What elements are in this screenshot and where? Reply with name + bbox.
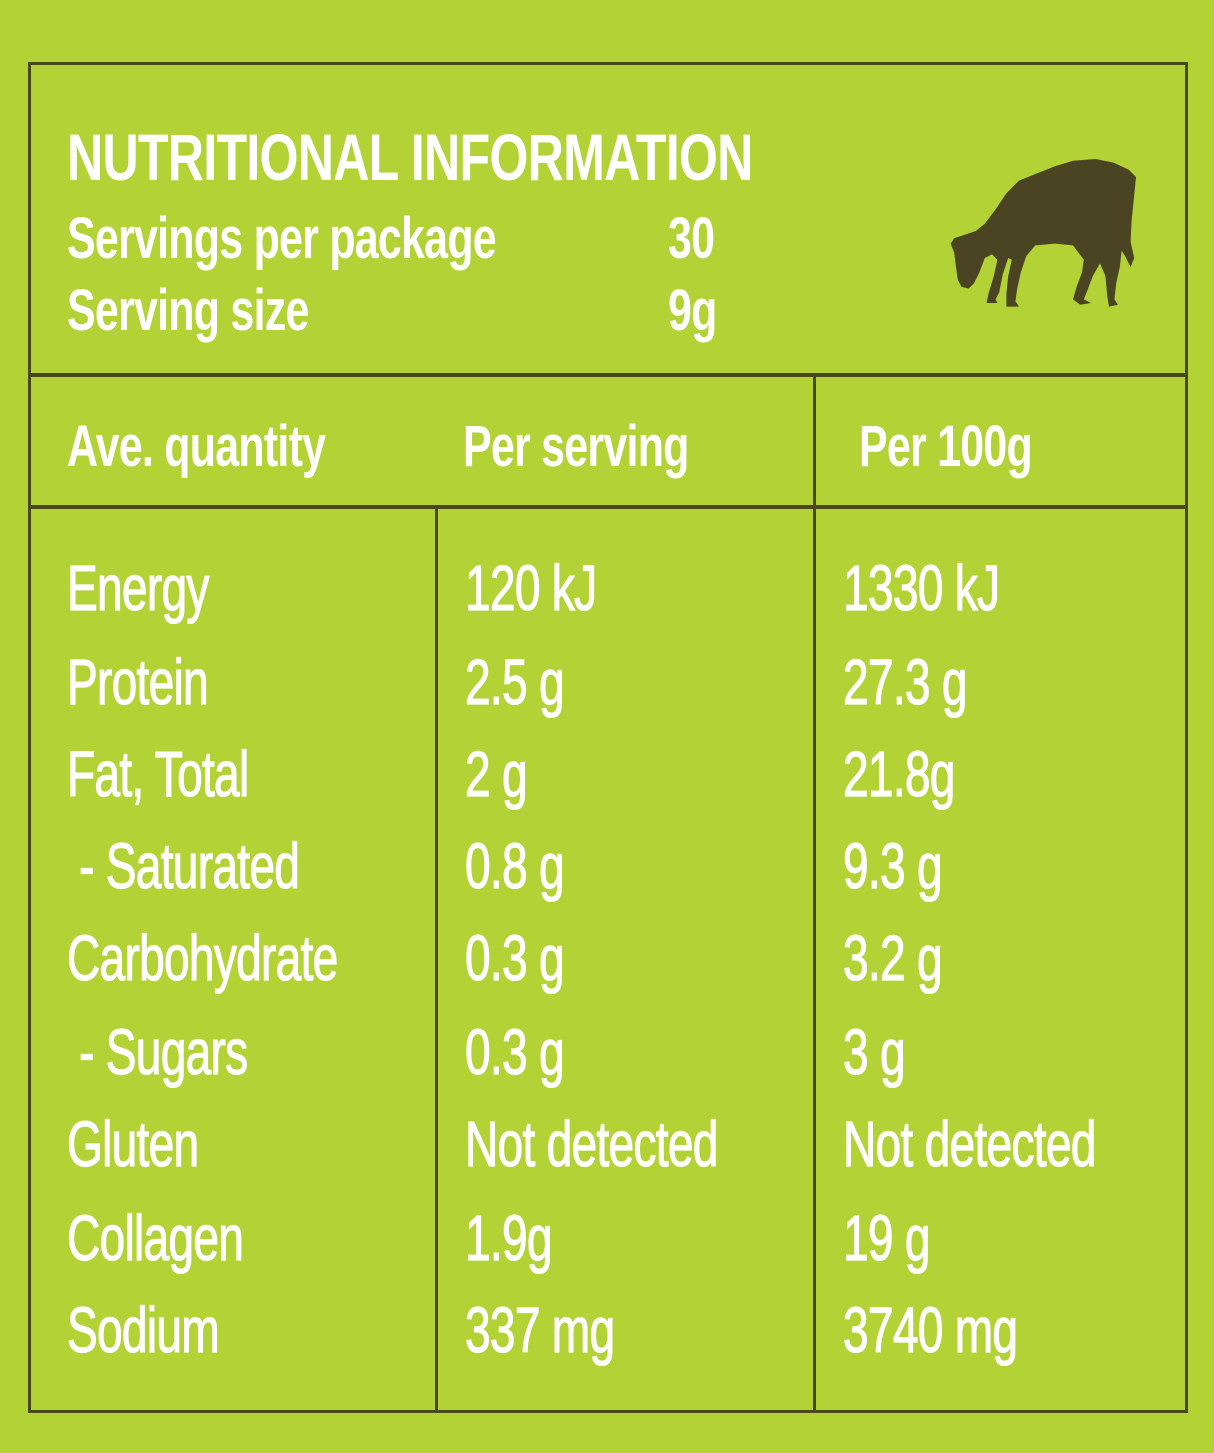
nutrient-name: - Sugars (67, 1015, 249, 1088)
nutrition-panel: NUTRITIONAL INFORMATION Servings per pac… (28, 62, 1188, 1413)
servings-per-package-value: 30 (668, 206, 715, 271)
servings-per-package-label: Servings per package (67, 206, 497, 271)
per-100g-value: Not detected (843, 1107, 1097, 1180)
per-serving-value: 2 g (465, 737, 528, 810)
per-100g-value: 3.2 g (843, 921, 943, 994)
per-100g-value: 9.3 g (843, 829, 943, 902)
per-serving-value: 2.5 g (465, 645, 565, 718)
nutrient-name: Energy (67, 551, 210, 624)
divider-title (31, 373, 1185, 377)
column-header-per-serving: Per serving (463, 414, 689, 479)
nutrient-name: Carbohydrate (67, 921, 339, 994)
nutrient-name: Gluten (67, 1107, 200, 1180)
per-serving-value: 0.3 g (465, 1015, 565, 1088)
per-100g-value: 3740 mg (843, 1293, 1019, 1366)
per-serving-value: Not detected (465, 1107, 719, 1180)
per-100g-value: 1330 kJ (843, 551, 1001, 624)
per-serving-value: 0.3 g (465, 921, 565, 994)
per-100g-value: 3 g (843, 1015, 906, 1088)
per-serving-value: 0.8 g (465, 829, 565, 902)
cow-icon (950, 159, 1136, 307)
column-header-quantity: Ave. quantity (67, 414, 326, 479)
serving-size-label: Serving size (67, 278, 309, 343)
nutrient-table: Energy 120 kJ 1330 kJ Protein 2.5 g 27.3… (31, 65, 1185, 1410)
per-serving-value: 337 mg (465, 1293, 616, 1366)
serving-size-value: 9g (668, 278, 717, 343)
nutrient-name: - Saturated (67, 829, 301, 902)
panel-title: NUTRITIONAL INFORMATION (67, 120, 753, 194)
column-divider-right (813, 375, 816, 1410)
nutrient-name: Collagen (67, 1201, 245, 1274)
per-100g-value: 27.3 g (843, 645, 968, 718)
per-serving-value: 120 kJ (465, 551, 598, 624)
column-header-per-100g: Per 100g (859, 414, 1033, 479)
per-serving-value: 1.9g (465, 1201, 553, 1274)
per-100g-value: 19 g (843, 1201, 931, 1274)
nutrient-name: Protein (67, 645, 210, 718)
nutrient-name: Sodium (67, 1293, 221, 1366)
column-divider-left (435, 507, 438, 1410)
per-100g-value: 21.8g (843, 737, 956, 810)
divider-header (31, 505, 1185, 509)
nutrient-name: Fat, Total (67, 737, 250, 810)
